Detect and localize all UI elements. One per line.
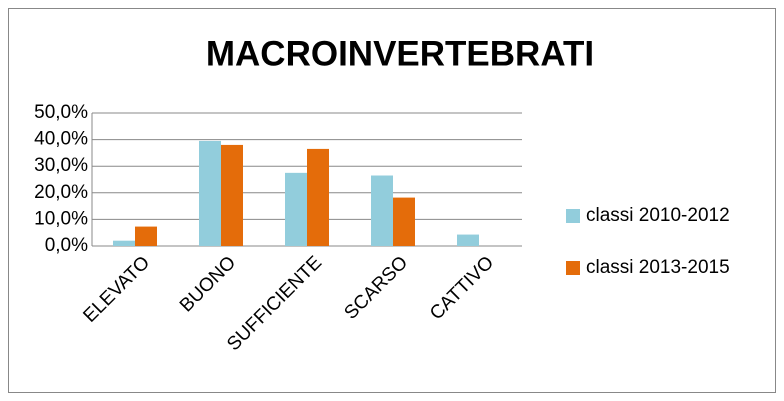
bar — [393, 197, 415, 246]
y-tick-label: 10,0% — [34, 208, 88, 229]
y-tick-label: 30,0% — [34, 155, 88, 176]
y-tick-label: 0,0% — [45, 235, 88, 256]
y-tick-label: 20,0% — [34, 182, 88, 203]
bar — [307, 148, 329, 246]
bar — [371, 175, 393, 246]
y-tick-label: 40,0% — [34, 129, 88, 150]
bar — [457, 234, 479, 246]
bar — [285, 172, 307, 246]
bar — [135, 226, 157, 246]
legend-swatch — [566, 261, 580, 275]
bar — [199, 140, 221, 246]
legend-swatch — [566, 209, 580, 223]
bar — [221, 144, 243, 246]
chart-title: MACROINVERTEBRATI — [206, 34, 594, 73]
legend-label: classi 2010-2012 — [586, 205, 730, 226]
legend-label: classi 2013-2015 — [586, 257, 730, 278]
y-tick-label: 50,0% — [34, 102, 88, 123]
bar — [113, 240, 135, 246]
